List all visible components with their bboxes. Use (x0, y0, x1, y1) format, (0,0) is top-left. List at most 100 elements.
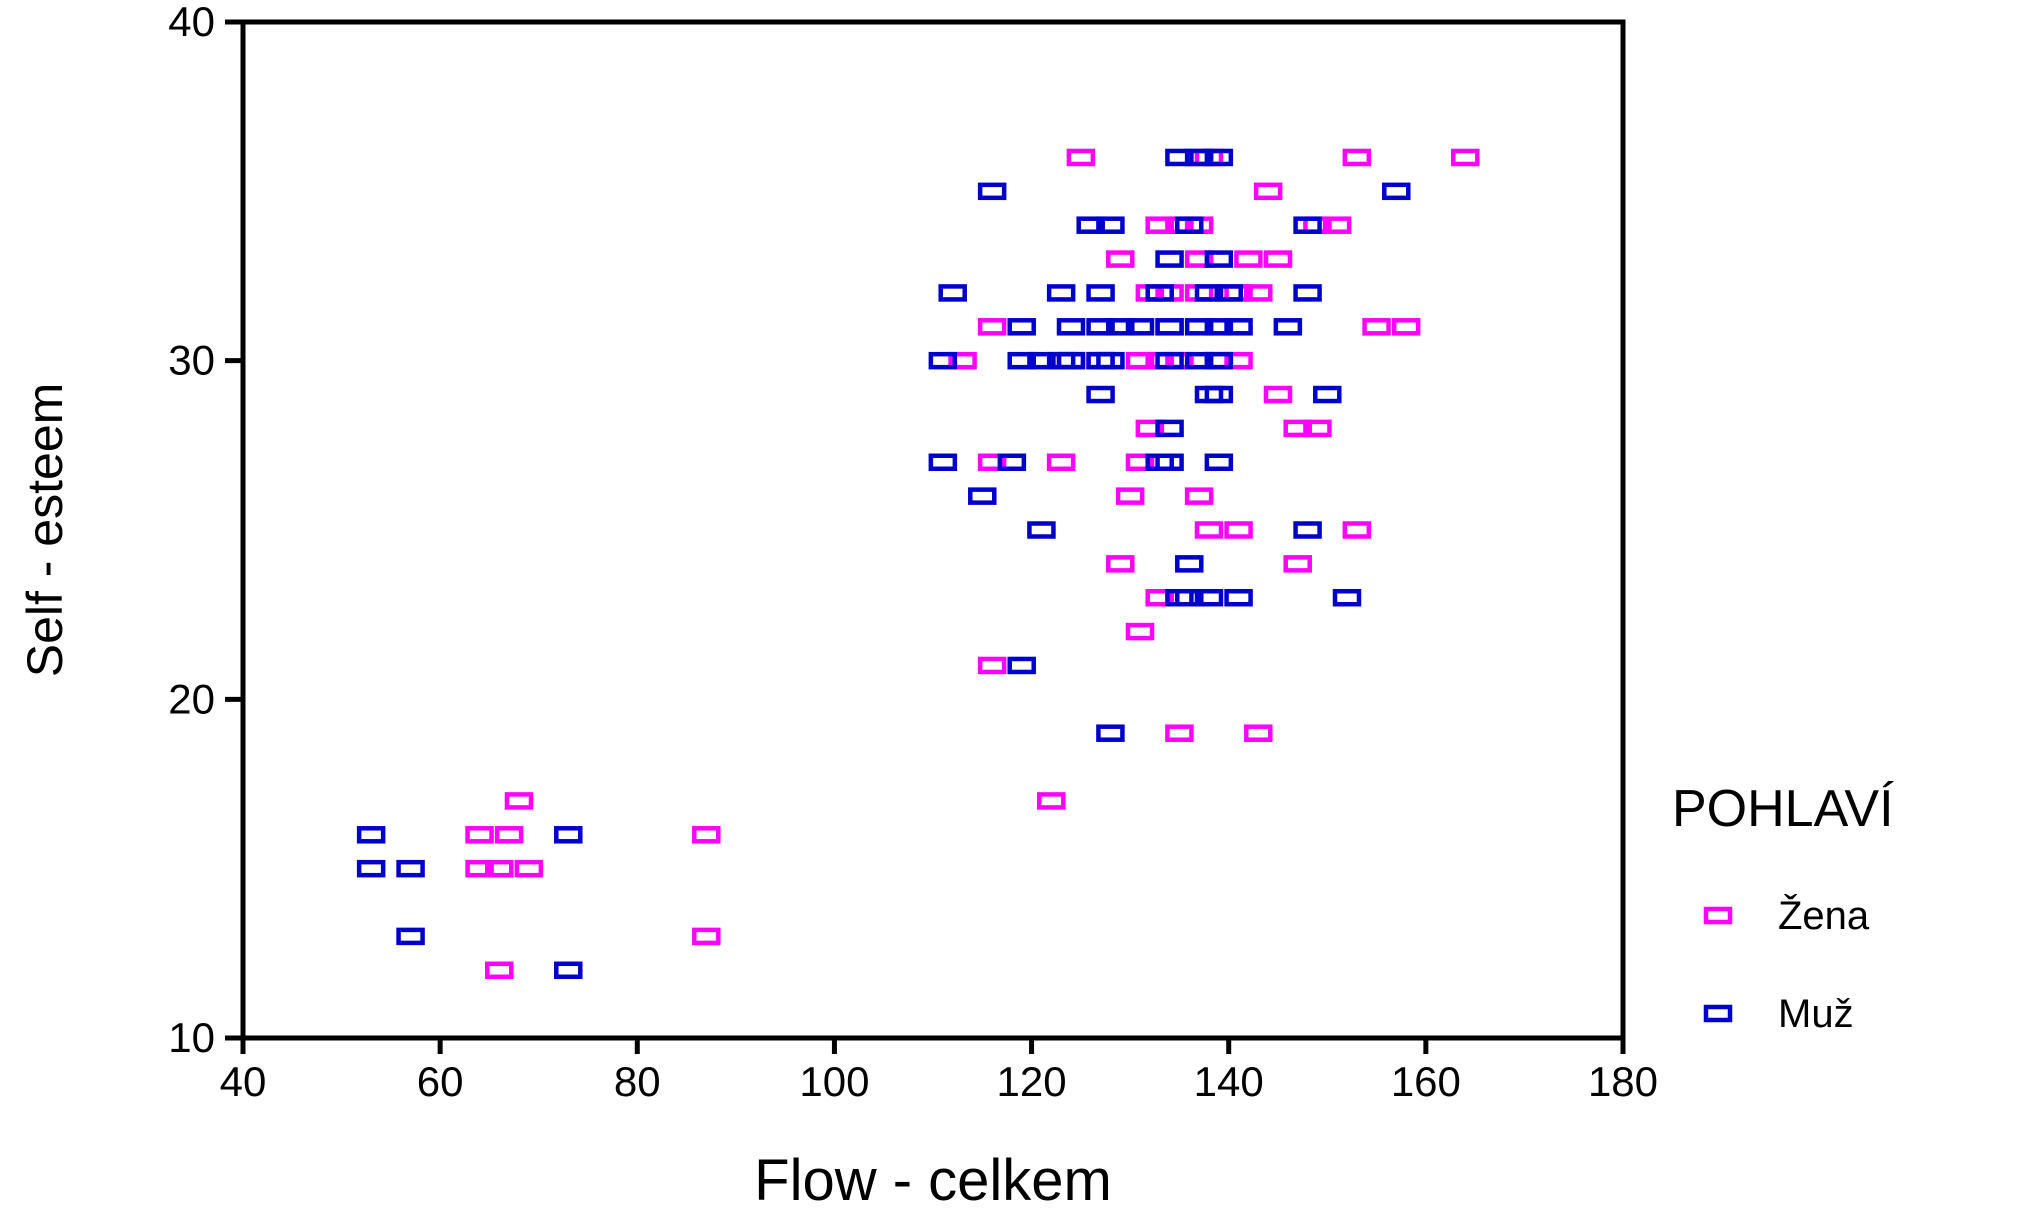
x-tick-label: 180 (1588, 1058, 1658, 1105)
legend-marker-muž (1703, 1004, 1733, 1023)
data-point-muž (554, 961, 583, 980)
data-point-muž (1313, 385, 1342, 404)
data-point-žena (1224, 521, 1253, 539)
data-point-žena (1322, 216, 1352, 234)
data-point-žena (1303, 419, 1332, 438)
data-point-muž (1086, 284, 1115, 302)
data-point-žena (465, 826, 494, 844)
data-point-muž (1175, 216, 1204, 234)
data-point-žena (948, 351, 977, 370)
data-point-žena (1106, 555, 1135, 573)
plot-frame (240, 19, 1626, 1041)
data-point-žena (1391, 318, 1421, 336)
x-tick-label: 160 (1391, 1058, 1461, 1105)
x-tick-label: 80 (614, 1058, 661, 1105)
x-tick-label: 140 (1194, 1058, 1264, 1105)
data-point-žena (1263, 385, 1293, 404)
x-tick-label: 100 (799, 1058, 869, 1105)
data-point-muž (977, 182, 1007, 201)
data-point-žena (1125, 622, 1155, 641)
data-point-muž (1145, 284, 1174, 302)
data-point-muž (1194, 588, 1224, 607)
data-point-žena (977, 318, 1007, 336)
data-point-žena (1362, 318, 1391, 336)
data-point-muž (1184, 148, 1214, 167)
x-tick-label: 120 (997, 1058, 1067, 1105)
data-point-muž (1214, 284, 1243, 302)
data-point-muž (1155, 453, 1184, 472)
x-tick-label: 60 (417, 1058, 464, 1105)
data-point-muž (1155, 250, 1184, 268)
data-point-žena (1283, 555, 1312, 573)
data-point-muž (1155, 351, 1184, 370)
data-point-muž (1224, 318, 1253, 336)
data-point-muž (1046, 284, 1076, 302)
data-point-muž (1096, 216, 1125, 234)
data-point-muž (1273, 318, 1303, 336)
data-point-žena (1244, 724, 1273, 742)
data-point-muž (356, 859, 386, 878)
y-tick-label: 30 (168, 337, 215, 384)
data-point-žena (1253, 182, 1283, 201)
data-point-muž (1086, 385, 1115, 404)
data-point-žena (1184, 250, 1214, 268)
data-point-muž (1155, 318, 1184, 336)
data-point-žena (465, 859, 494, 878)
data-points (356, 148, 1480, 980)
data-point-žena (1165, 724, 1194, 742)
data-point-muž (1027, 521, 1056, 539)
data-point-muž (1204, 351, 1234, 370)
data-point-muž (1204, 385, 1234, 404)
data-point-muž (1165, 148, 1194, 167)
data-point-muž (997, 453, 1027, 472)
x-axis-title: Flow - celkem (754, 1148, 1112, 1213)
data-point-žena (485, 859, 514, 878)
data-point-muž (1096, 724, 1125, 742)
data-point-žena (514, 859, 544, 878)
data-point-žena (1451, 148, 1480, 167)
data-point-muž (928, 351, 958, 370)
data-point-žena (1125, 351, 1155, 370)
data-point-muž (968, 487, 997, 505)
y-tick-label: 10 (168, 1014, 215, 1061)
data-point-žena (1115, 487, 1145, 505)
data-point-žena (977, 453, 1007, 472)
data-point-muž (356, 826, 386, 844)
y-axis-title: Self - esteem (17, 383, 73, 678)
data-point-muž (1332, 588, 1362, 607)
data-point-muž (1184, 318, 1214, 336)
data-point-muž (1125, 318, 1155, 336)
x-tick-label: 40 (220, 1058, 267, 1105)
data-point-muž (1204, 250, 1234, 268)
y-tick-label: 40 (168, 0, 215, 45)
legend-title: POHLAVÍ (1672, 780, 1894, 838)
data-point-muž (1056, 351, 1086, 370)
data-point-žena (1145, 588, 1174, 607)
data-point-muž (1293, 284, 1322, 302)
data-point-muž (1007, 318, 1036, 336)
data-point-muž (1056, 318, 1086, 336)
data-point-žena (692, 927, 721, 946)
data-point-žena (1263, 250, 1293, 268)
data-point-žena (1145, 216, 1174, 234)
data-point-muž (1184, 351, 1214, 370)
data-point-muž (1204, 453, 1234, 472)
data-point-muž (1204, 148, 1234, 167)
data-point-žena (485, 961, 514, 980)
data-point-muž (1204, 318, 1234, 336)
legend-label-žena: Žena (1778, 893, 1870, 938)
data-point-muž (1076, 216, 1105, 234)
x-axis-ticks: 40 60 80 100 120 140 160 180 (220, 1038, 1658, 1105)
data-point-žena (1066, 148, 1096, 167)
data-point-žena (1125, 453, 1155, 472)
data-point-žena (692, 826, 721, 844)
data-point-žena (1224, 351, 1253, 370)
data-point-žena (977, 656, 1007, 675)
data-point-žena (1184, 487, 1214, 505)
data-point-muž (1106, 318, 1135, 336)
data-point-muž (938, 284, 967, 302)
data-point-muž (396, 927, 425, 946)
data-point-žena (1234, 250, 1263, 268)
data-point-žena (1194, 521, 1224, 539)
legend: POHLAVÍ Žena Muž (1672, 780, 1894, 1036)
